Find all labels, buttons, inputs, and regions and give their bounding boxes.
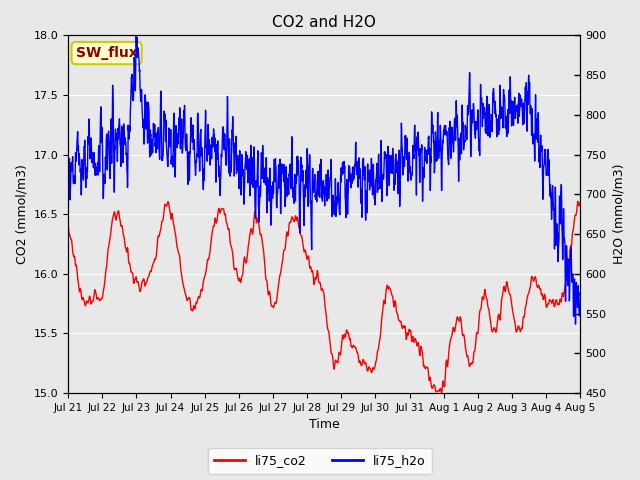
li75_co2	[283, 229, 291, 235]
li75_h2o	[132, 33, 140, 39]
X-axis label: Time: Time	[309, 419, 340, 432]
li75_co2	[577, 199, 584, 205]
li75_co2	[566, 243, 574, 249]
li75_co2	[64, 222, 72, 228]
li75_co2	[574, 199, 582, 204]
Line: li75_co2: li75_co2	[68, 202, 580, 393]
Text: SW_flux: SW_flux	[76, 46, 138, 60]
Y-axis label: CO2 (mmol/m3): CO2 (mmol/m3)	[15, 164, 28, 264]
li75_co2	[260, 259, 268, 264]
li75_co2	[153, 246, 161, 252]
Y-axis label: H2O (mmol/m3): H2O (mmol/m3)	[612, 164, 625, 264]
li75_h2o	[511, 116, 519, 121]
li75_h2o	[566, 246, 574, 252]
li75_co2	[511, 323, 519, 329]
li75_h2o	[123, 150, 131, 156]
li75_h2o	[261, 168, 269, 174]
li75_h2o	[572, 321, 579, 327]
li75_h2o	[283, 192, 291, 198]
Legend: li75_co2, li75_h2o: li75_co2, li75_h2o	[208, 448, 432, 474]
li75_co2	[123, 249, 131, 254]
li75_co2	[438, 390, 445, 396]
li75_h2o	[153, 138, 161, 144]
Title: CO2 and H2O: CO2 and H2O	[272, 15, 376, 30]
li75_h2o	[64, 178, 72, 183]
Line: li75_h2o: li75_h2o	[68, 36, 580, 324]
li75_h2o	[577, 293, 584, 299]
